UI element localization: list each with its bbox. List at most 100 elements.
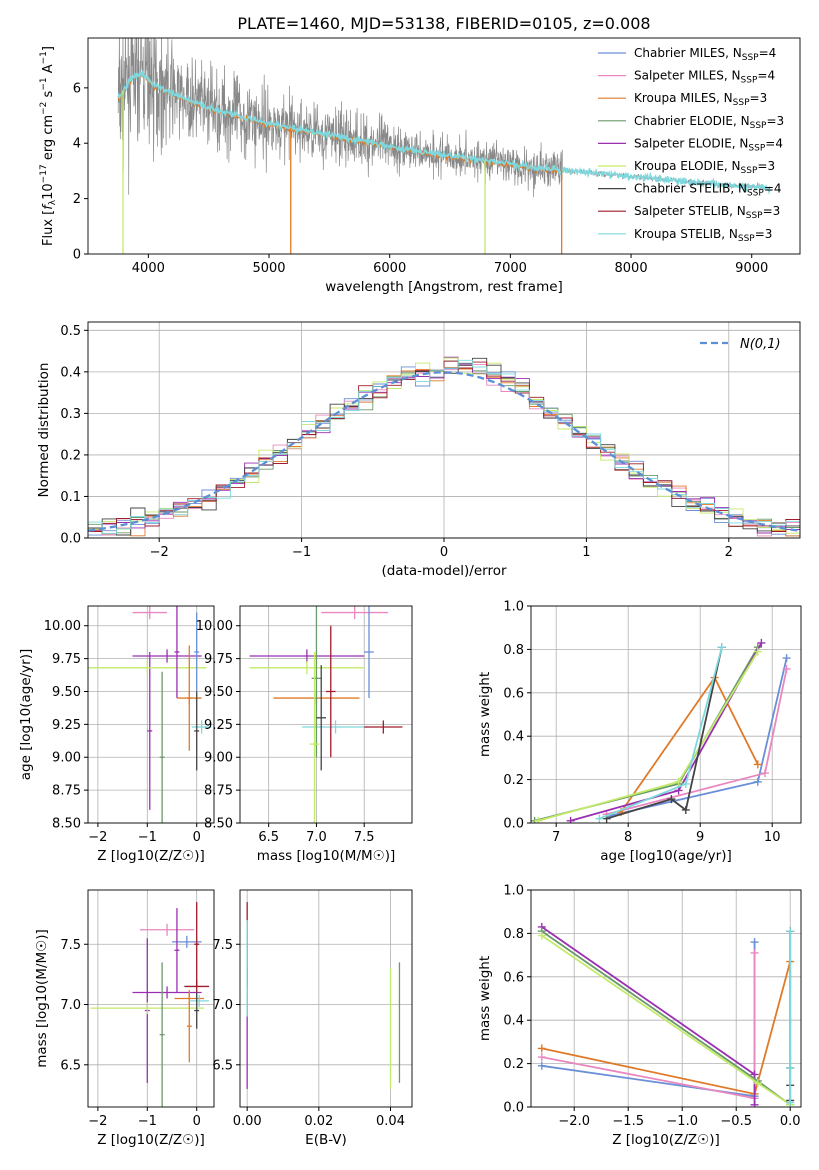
- axes-frame: [239, 605, 413, 824]
- plot-area: [88, 606, 212, 823]
- errorbar-point: [321, 606, 389, 620]
- normal-reference-curve: [88, 371, 800, 532]
- weight-series-marker: [750, 1070, 759, 1079]
- axes: −2 −1 0 1 2 0.0 0.1 0.2 0.3 0.4 0.5 (data-model)/er…: [36, 321, 801, 579]
- errorbar-point: [364, 606, 374, 699]
- axes: −2 −1 0 8.50 8.75 9.00 9.25 9.50 9.75 10.00 Z [log…: [18, 605, 215, 864]
- legend-item: Kroupa MILES, NSSP=3: [598, 91, 767, 108]
- legend-label-suffix: =3: [766, 114, 784, 128]
- legend-label: Kroupa STELIB, NSSP=3: [634, 227, 772, 244]
- weight-series: [786, 927, 795, 1107]
- axes: 6.5 7.0 7.5 8.50 8.75 9.00 9.25 9.50 9.75 10.00 ma…: [196, 605, 413, 864]
- errorbar-point: [191, 720, 212, 734]
- panel-residual-histogram: −2 −1 0 1 2 0.0 0.1 0.2 0.3 0.4 0.5 (data-model)/er…: [36, 321, 801, 579]
- y-tick-label: 0.6: [503, 686, 524, 701]
- panel-mass-weight-vs-age: 7 8 9 10 0.0 0.2 0.4 0.6 0.8 1.0 age [log10(age/yr…: [477, 600, 802, 864]
- x-tick-label: 0: [193, 1114, 201, 1129]
- legend-label-text: Chabrier MILES, N: [634, 46, 742, 60]
- weight-series: [537, 957, 795, 1098]
- legend-label-suffix: =4: [759, 46, 777, 60]
- y-axis-label-part: −1: [39, 77, 49, 90]
- x-tick-label: 5000: [252, 261, 285, 276]
- errorbar-point: [302, 720, 369, 734]
- errorbar-point: [186, 645, 192, 751]
- legend-label-suffix: =3: [755, 227, 773, 241]
- errorbar-point: [364, 720, 403, 734]
- legend-label: Kroupa ELODIE, NSSP=3: [634, 159, 775, 176]
- x-tick-label: 4000: [132, 261, 165, 276]
- legend-label-subscript: SSP: [748, 143, 765, 153]
- x-tick-label: −1: [292, 545, 311, 560]
- y-tick-label: 0.2: [503, 1057, 524, 1072]
- weight-series-marker: [753, 777, 762, 786]
- plot-area: [531, 638, 791, 823]
- y-tick-label: 0.8: [503, 927, 524, 942]
- legend-label-subscript: SSP: [741, 76, 758, 86]
- model-spectrum-kroupa-stelib: [117, 69, 771, 195]
- x-axis-label: Z [log10(Z/Z☉)]: [612, 1132, 720, 1148]
- x-tick-label: 6000: [373, 261, 406, 276]
- weight-series-line: [606, 647, 723, 820]
- y-axis-label: Flux [fλ10−17 erg cm−2 s−1 A−1]: [39, 46, 58, 246]
- y-tick-label: 0.5: [60, 324, 81, 339]
- legend-label-subscript: SSP: [738, 234, 755, 244]
- errorbar-point: [132, 606, 168, 620]
- legend-label: Chabrier ELODIE, NSSP=3: [634, 114, 784, 131]
- errorbar-point: [326, 625, 336, 758]
- weight-series-marker: [750, 948, 759, 957]
- y-axis-label-part: Flux [: [41, 210, 56, 246]
- legend-label-text: Kroupa MILES, N: [634, 91, 733, 105]
- errorbar-point: [194, 992, 200, 1029]
- x-tick-label: 9000: [735, 261, 768, 276]
- y-tick-label: 0.2: [503, 773, 524, 788]
- legend-item: Salpeter STELIB, NSSP=3: [598, 204, 780, 221]
- errorbar-point: [139, 923, 195, 936]
- errorbar-point: [174, 606, 180, 699]
- legend-label-text: Chabrier STELIB, N: [634, 182, 747, 196]
- axes: 0.00 0.02 0.04 6.5 7.0 7.5 E(B-V): [212, 889, 413, 1148]
- y-tick-label: 9.75: [204, 652, 233, 667]
- y-tick-label: 9.50: [52, 685, 81, 700]
- plot-area: [90, 902, 210, 1107]
- grid: [88, 606, 214, 824]
- errorbar-point: [311, 606, 322, 758]
- errorbar-point: [88, 661, 207, 675]
- y-axis-label: mass weight: [477, 956, 493, 1041]
- x-tick-label: 0.02: [304, 1114, 333, 1129]
- legend-label: Chabrier MILES, NSSP=4: [634, 46, 776, 63]
- x-tick-label: −2.0: [558, 1114, 590, 1129]
- axes: 7 8 9 10 0.0 0.2 0.4 0.6 0.8 1.0 age [log10(age/yr…: [477, 600, 802, 864]
- plot-area: [246, 902, 401, 1089]
- y-tick-label: 7.5: [60, 938, 81, 953]
- weight-series-marker: [681, 805, 690, 814]
- y-tick-label: 0.3: [60, 407, 81, 422]
- panel-mass-vs-Z: −2 −1 0 6.5 7.0 7.5 Z [log10(Z/Z☉)] mass [log10…: [34, 889, 215, 1148]
- legend-label: Kroupa MILES, NSSP=3: [634, 91, 767, 108]
- y-tick-label: 7.0: [60, 998, 81, 1013]
- weight-series-marker: [786, 1063, 795, 1072]
- weight-series-line: [541, 942, 756, 1098]
- weight-series-marker: [537, 1061, 546, 1070]
- y-tick-label: 7.5: [212, 938, 233, 953]
- y-tick-label: 0.8: [503, 643, 524, 658]
- x-axis-label: mass [log10(M/M☉)]: [257, 848, 396, 864]
- histogram-series: [88, 357, 800, 536]
- panel-mass-weight-vs-Z: −2.0 −1.5 −1.0 −0.5 0.0 0.0 0.2 0.4 0.6 0.8 1.0 Z […: [477, 884, 802, 1148]
- legend-label-suffix: =3: [757, 159, 775, 173]
- weight-series-line: [534, 646, 759, 822]
- x-tick-label: 10: [764, 830, 781, 845]
- errorbar-point: [184, 980, 210, 993]
- y-tick-label: 10.00: [196, 619, 233, 634]
- y-tick-label: 9.25: [52, 718, 81, 733]
- legend-label-text: Kroupa STELIB, N: [634, 227, 738, 241]
- y-tick-label: 8.75: [204, 784, 233, 799]
- panel-age-vs-mass: 6.5 7.0 7.5 8.50 8.75 9.00 9.25 9.50 9.75 10.00 ma…: [196, 605, 413, 864]
- y-tick-label: 9.25: [204, 718, 233, 733]
- axes: −2 −1 0 6.5 7.0 7.5 Z [log10(Z/Z☉)] mass [log10…: [34, 889, 215, 1148]
- x-tick-label: 8: [624, 830, 632, 845]
- legend-label-text: Salpeter MILES, N: [634, 69, 741, 83]
- y-axis-label-part: −17: [39, 164, 49, 183]
- y-axis-label-part: erg cm: [41, 115, 56, 164]
- legend-label: Salpeter MILES, NSSP=4: [634, 69, 775, 86]
